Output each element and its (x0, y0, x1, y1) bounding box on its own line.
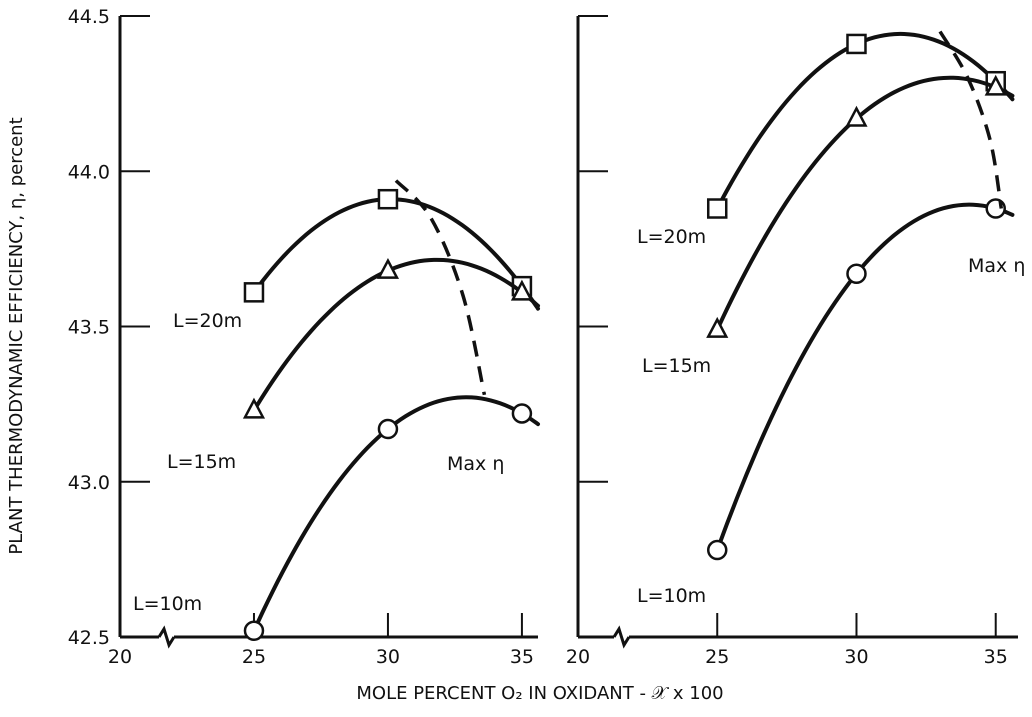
y-axis-label: PLANT THERMODYNAMIC EFFICIENCY, η, perce… (6, 117, 27, 554)
data-point-triangle (706, 316, 729, 338)
data-point-triangle (845, 105, 868, 127)
panel-left: 42.5 43.0 43.5 44.0 44.5 20 25 30 35 L=20m L=15m L=… (68, 6, 540, 668)
x-tick-label: 25 (242, 646, 266, 668)
data-point-triangle (510, 279, 533, 301)
data-point-square (377, 188, 399, 210)
data-point-triangle (242, 397, 266, 419)
data-point-square (846, 33, 867, 55)
series-line-l20m (251, 197, 540, 311)
series-line-l10m (715, 202, 1015, 553)
series-line-l15m (715, 75, 1015, 332)
series-line-l20m (715, 31, 1015, 211)
max-efficiency-curve (394, 179, 487, 396)
y-tick-label: 44.0 (68, 161, 110, 183)
x-tick-label: 30 (844, 646, 868, 668)
series-label: L=15m (642, 355, 711, 377)
series-label: L=20m (637, 226, 706, 248)
max-efficiency-label: Max η (447, 453, 504, 475)
data-point-circle (846, 263, 867, 284)
x-tick-label: 30 (376, 646, 400, 668)
data-point-circle (511, 403, 533, 424)
data-point-circle (377, 418, 399, 440)
data-point-square (243, 282, 265, 303)
x-tick-label: 25 (705, 646, 729, 668)
series-label: L=10m (637, 585, 706, 607)
max-efficiency-curve (938, 30, 1004, 209)
y-tick-label: 44.5 (68, 6, 110, 28)
data-point-circle (706, 539, 728, 561)
data-point-circle (243, 620, 265, 642)
data-point-triangle (984, 74, 1007, 96)
series-line-l15m (251, 257, 540, 413)
axis-break-mark (612, 625, 631, 649)
series-label: L=20m (173, 310, 242, 332)
series-label: L=15m (167, 451, 236, 473)
y-tick-label: 43.5 (68, 317, 110, 339)
x-tick-label: 35 (984, 646, 1008, 668)
y-tick-label: 43.0 (68, 472, 110, 494)
series-label: L=10m (133, 593, 202, 615)
data-point-square (706, 198, 728, 219)
axis-break-mark (157, 625, 176, 649)
x-tick-label: 20 (108, 646, 132, 668)
data-point-triangle (376, 257, 400, 279)
max-efficiency-label: Max η (968, 255, 1025, 277)
x-axis-label: MOLE PERCENT O₂ IN OXIDANT - 𝒳 x 100 (356, 683, 723, 704)
panel-right: 20 25 30 35 L=20m L=15m L=10m Max η (566, 15, 1025, 668)
x-tick-label: 35 (510, 646, 534, 668)
y-tick-label: 42.5 (68, 627, 110, 649)
x-tick-label: 20 (566, 646, 590, 668)
